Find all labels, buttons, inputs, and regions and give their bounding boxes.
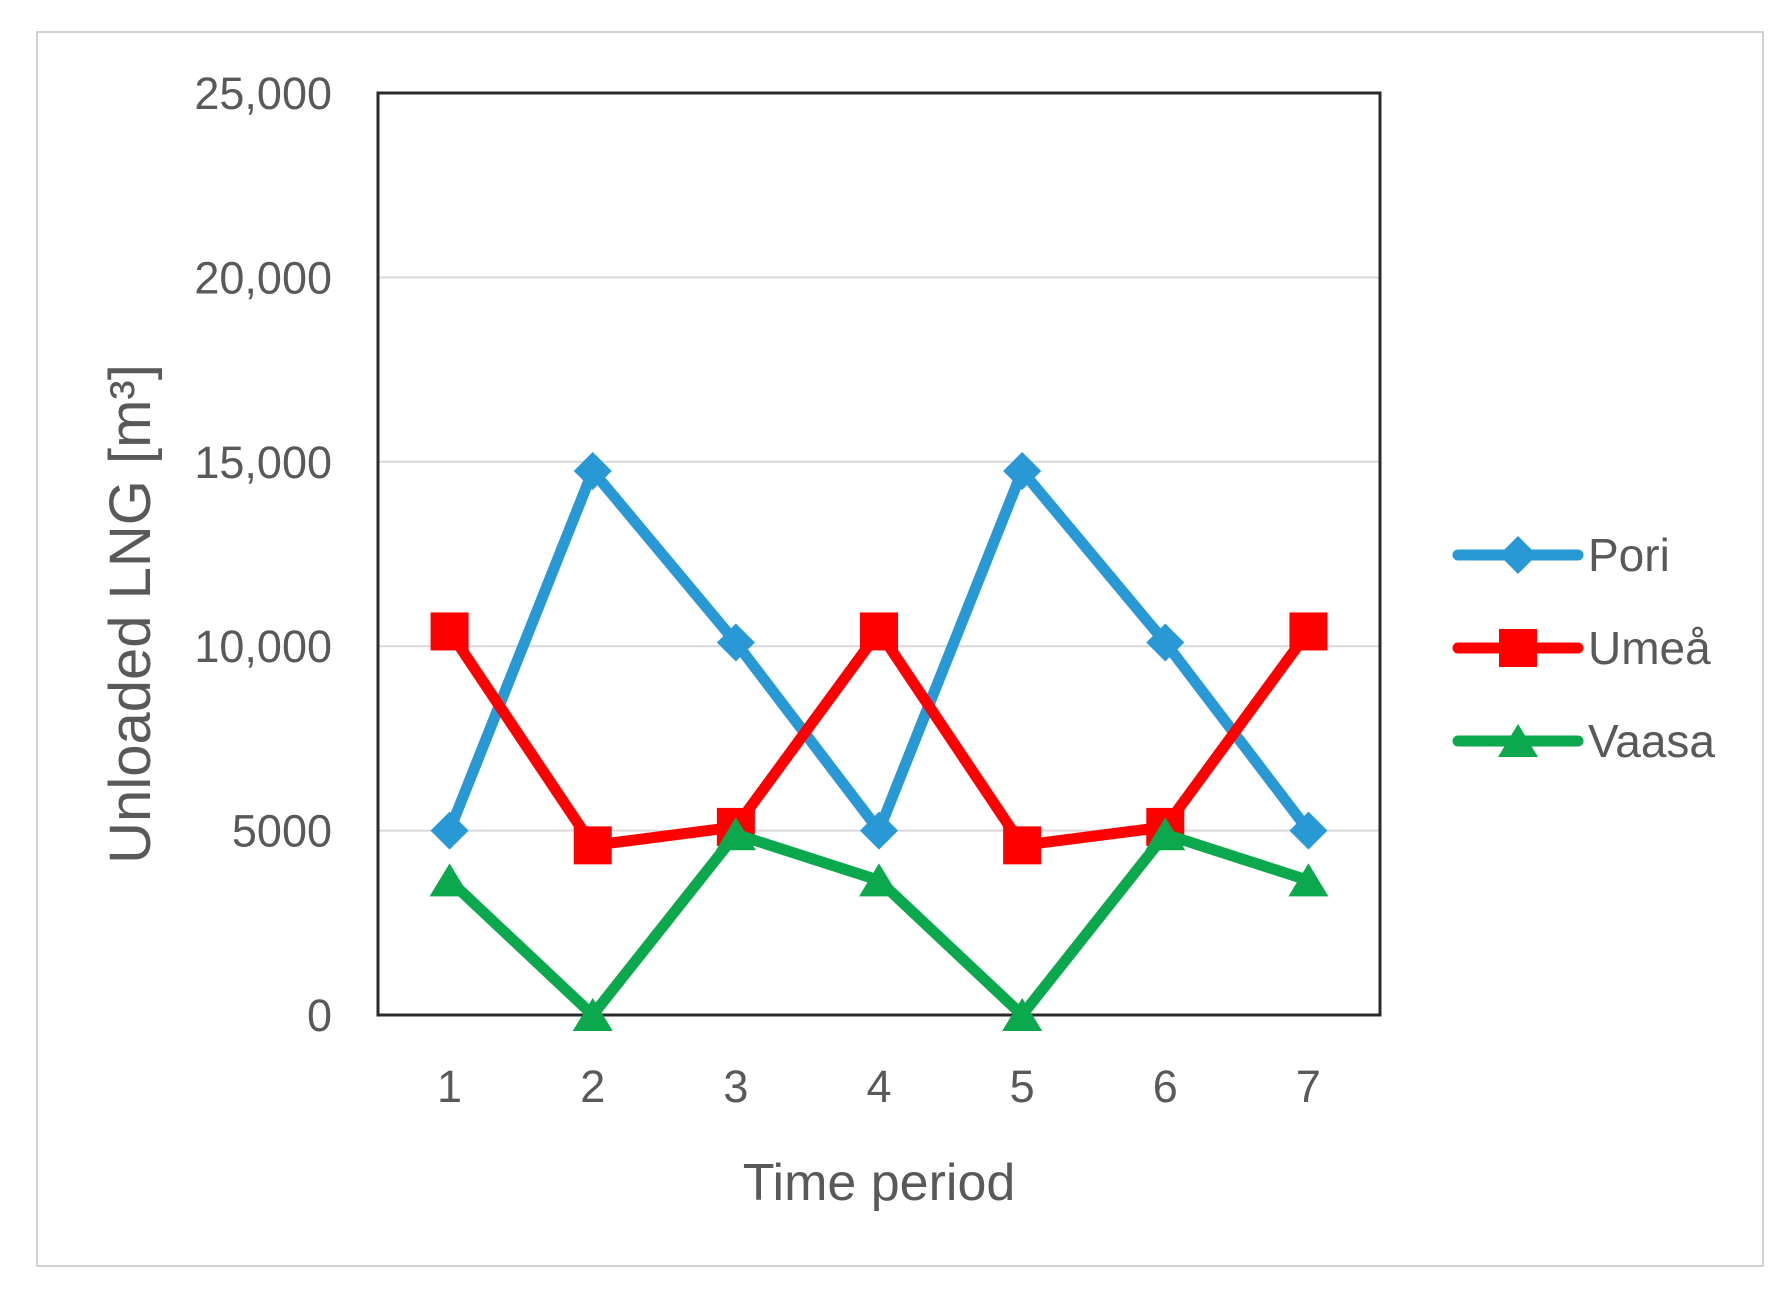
legend-label-umeå: Umeå [1588,622,1711,674]
series-vaasa-marker-3 [715,817,756,851]
series-vaasa [429,817,1329,1031]
legend-item-umeå: Umeå [1452,622,1711,674]
x-axis-tick-labels: 1 2 3 4 5 6 7 [437,1061,1321,1112]
series-vaasa-marker-5 [1002,998,1043,1031]
x-axis-title: Time period [743,1154,1016,1212]
series-pori [430,452,1328,850]
series-pori-marker-5 [1003,452,1042,491]
legend-label-vaasa: Vaasa [1588,715,1715,767]
x-tick-label-2: 2 [580,1061,605,1112]
legend-marker-vaasa [1498,724,1538,757]
series-umeå-marker-5 [1003,826,1042,865]
series-umeå-marker-4 [860,612,898,651]
x-tick-label-7: 7 [1296,1061,1321,1112]
legend-label-pori: Pori [1588,529,1670,581]
y-tick-label-2: 10,000 [194,621,332,672]
series-vaasa-marker-6 [1145,817,1186,851]
series-umeå-marker-7 [1289,612,1328,651]
series-umeå-marker-2 [573,826,612,865]
x-tick-label-3: 3 [723,1061,748,1112]
x-tick-label-4: 4 [866,1061,891,1112]
series-pori-marker-4 [860,811,898,850]
y-tick-label-4: 20,000 [194,252,332,303]
y-axis-tick-labels: 0 5000 10,000 15,000 20,000 25,000 [194,68,332,1041]
y-axis-title: Unloaded LNG [m³] [98,364,163,864]
legend-marker-umeå [1499,629,1537,667]
y-tick-label-5: 25,000 [194,68,332,119]
series-pori-marker-1 [430,811,469,850]
series-vaasa-marker-1 [429,863,470,897]
x-tick-label-5: 5 [1010,1061,1035,1112]
series-vaasa-marker-7 [1288,863,1329,897]
series-vaasa-marker-2 [572,998,613,1031]
legend-item-vaasa: Vaasa [1452,715,1715,767]
series-vaasa-marker-4 [859,863,899,897]
figure-border [36,31,1764,1267]
plot-area-border [376,91,1382,1017]
legend-item-pori: Pori [1452,529,1670,581]
y-tick-label-3: 15,000 [194,437,332,488]
series-pori-line [444,465,1314,837]
legend: Pori Umeå Vaasa [1452,529,1715,767]
y-tick-label-1: 5000 [232,806,332,857]
series-umeå-marker-1 [430,612,469,651]
y-tick-label-0: 0 [307,990,332,1041]
series-lines [429,452,1329,1031]
series-pori-marker-3 [716,623,755,662]
series-pori-marker-6 [1146,623,1185,662]
x-tick-label-1: 1 [437,1061,462,1112]
series-pori-marker-2 [573,452,612,491]
series-pori-marker-7 [1289,811,1328,850]
legend-marker-pori [1499,536,1537,574]
x-tick-label-6: 6 [1153,1061,1178,1112]
